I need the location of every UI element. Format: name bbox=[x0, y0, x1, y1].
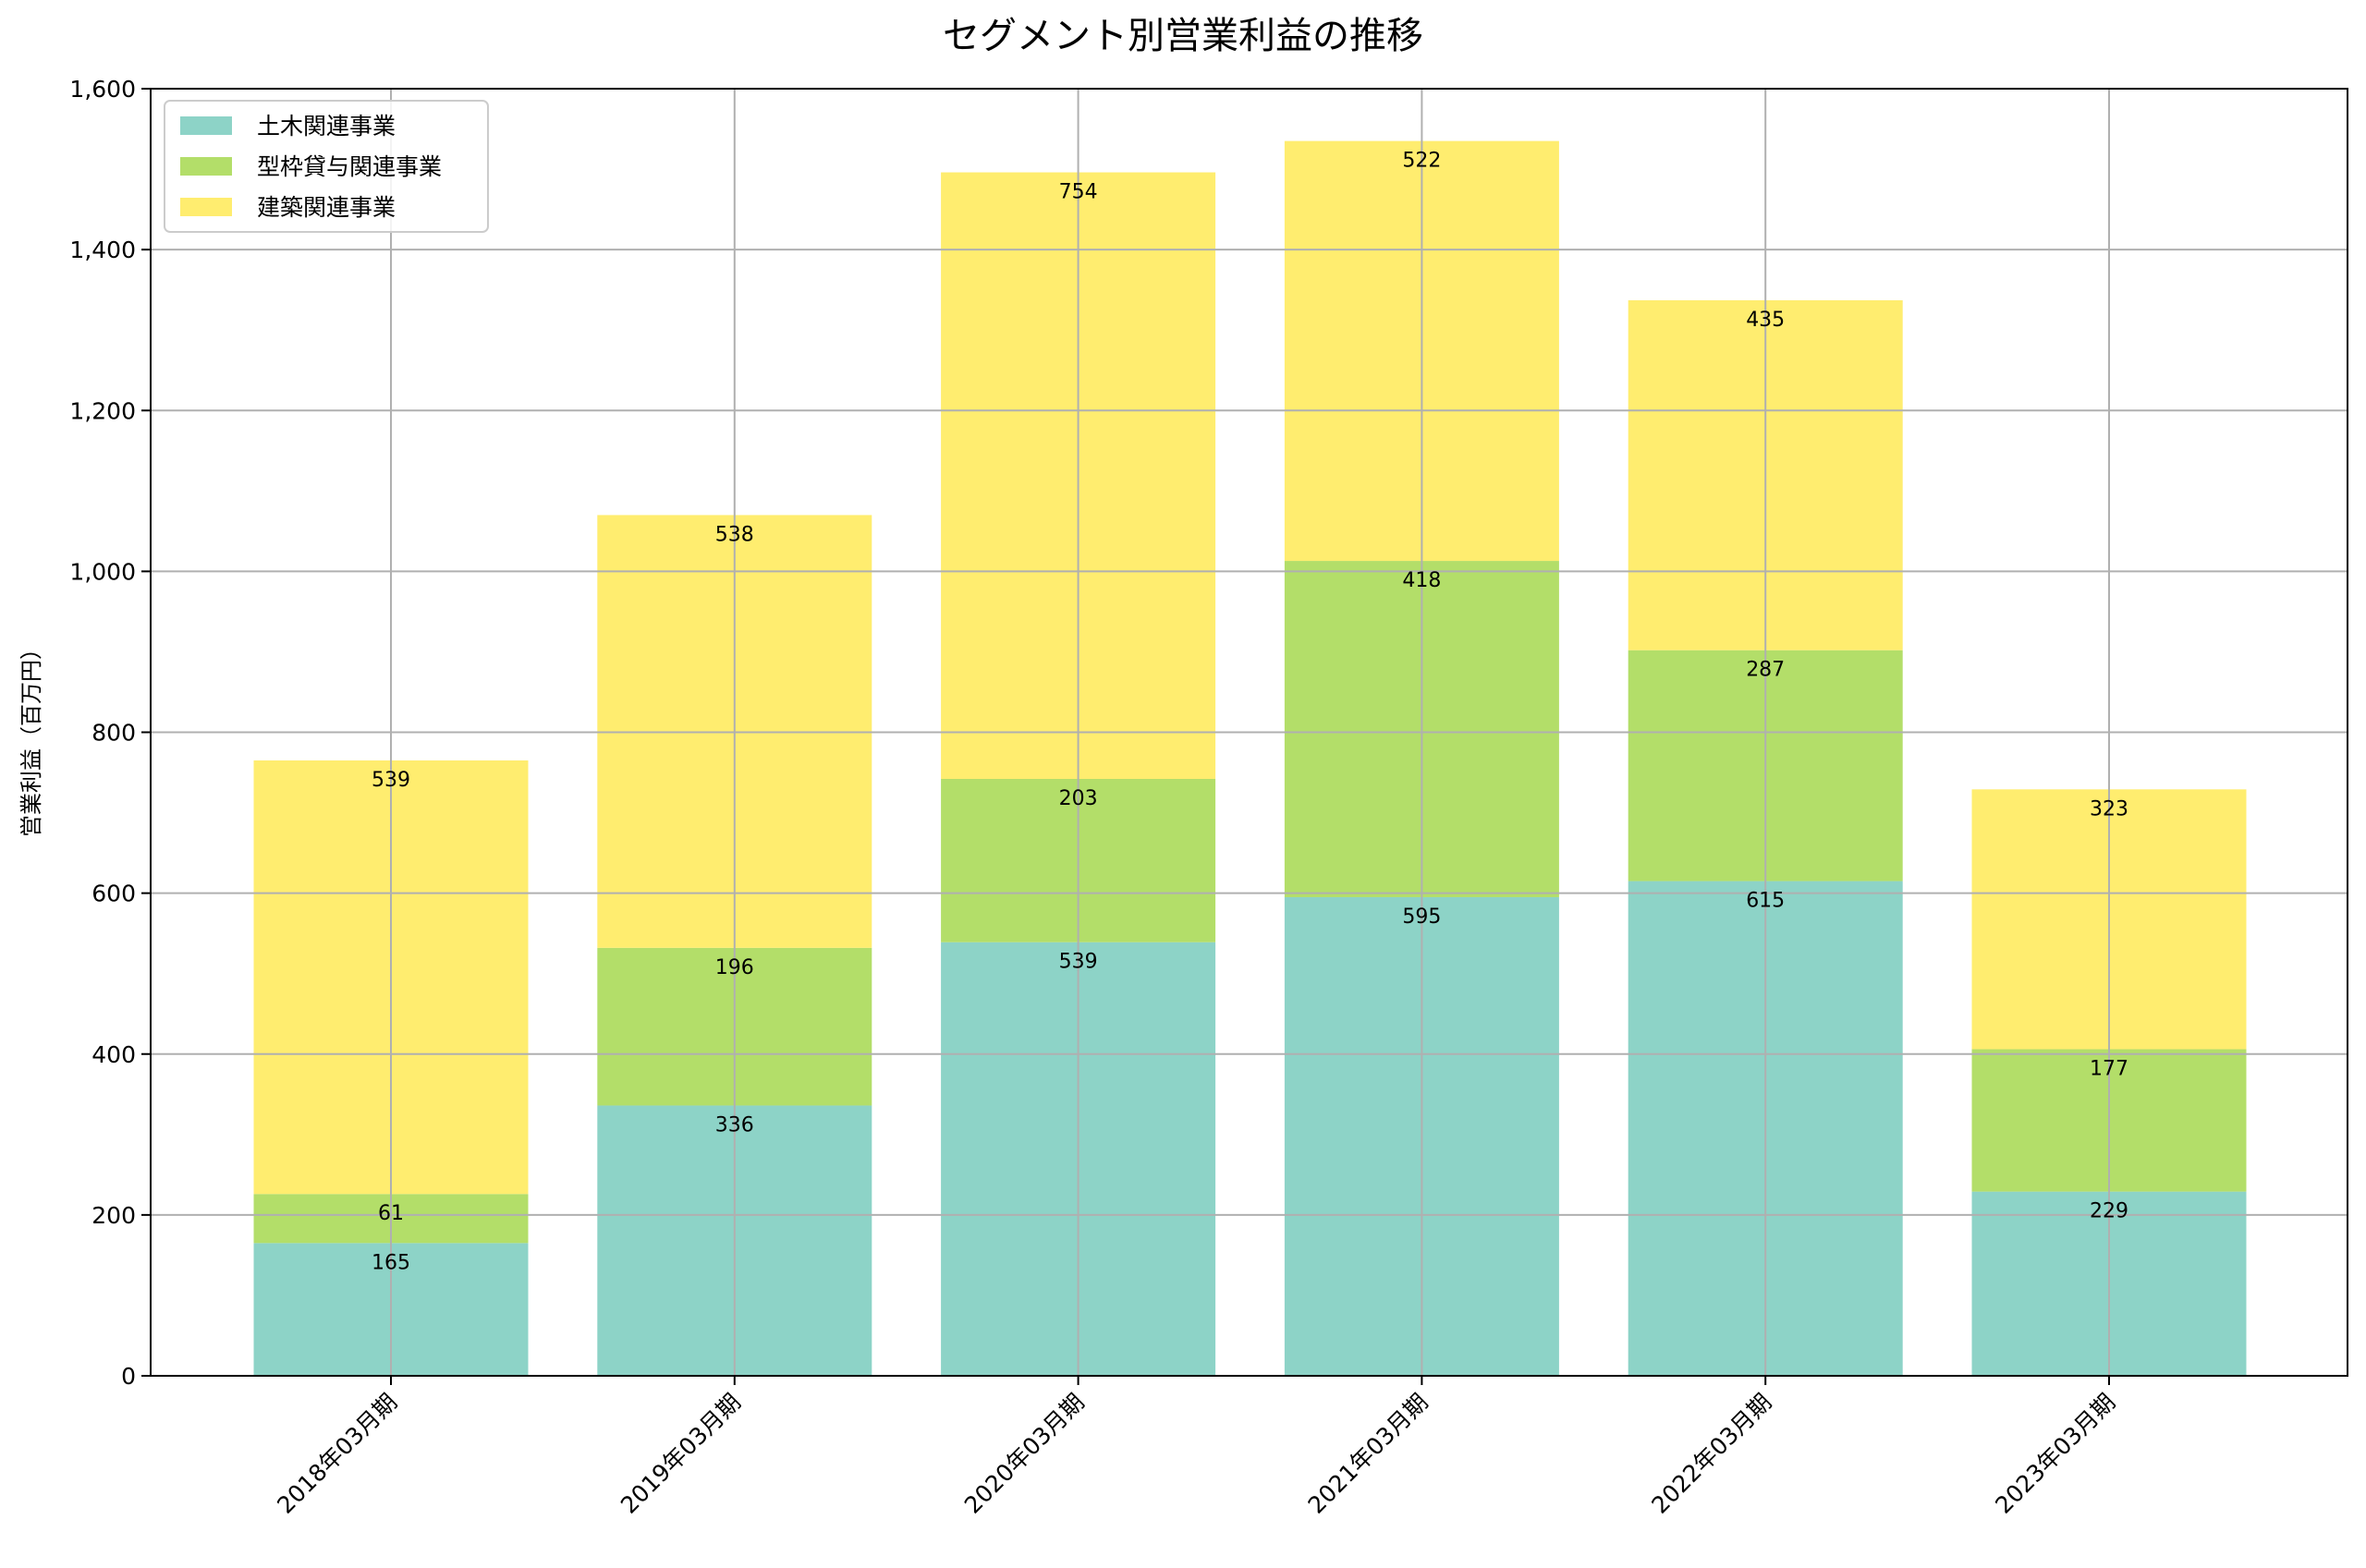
data-label-2-1: 61 bbox=[378, 1202, 404, 1225]
data-label-2-5: 287 bbox=[1746, 659, 1785, 682]
data-label-1-1: 165 bbox=[372, 1251, 410, 1274]
data-label-1-4: 595 bbox=[1402, 906, 1441, 929]
grid-lines bbox=[151, 88, 2348, 1377]
chart-title: セグメント別営業利益の推移 bbox=[943, 15, 1423, 57]
data-labels: 165 61 539 336 196 538 539 203 754 595 418 522 615 28… bbox=[372, 150, 2128, 1275]
data-label-1-3: 539 bbox=[1059, 951, 1098, 974]
legend-label-3: 建築関連事業 bbox=[257, 194, 396, 221]
y-tick-label-0: 0 bbox=[121, 1363, 136, 1390]
data-label-3-4: 522 bbox=[1402, 150, 1441, 173]
y-tick-label-2: 400 bbox=[91, 1041, 136, 1068]
data-label-3-6: 323 bbox=[2090, 797, 2128, 820]
data-label-1-2: 336 bbox=[715, 1113, 754, 1136]
data-label-2-4: 418 bbox=[1402, 569, 1441, 592]
y-axis-label: 営業利益（百万円） bbox=[18, 638, 44, 837]
data-label-1-6: 229 bbox=[2090, 1200, 2128, 1223]
legend-swatch-3 bbox=[180, 198, 232, 216]
legend-label-2: 型枠貸与関連事業 bbox=[257, 153, 442, 180]
data-label-3-2: 538 bbox=[715, 523, 754, 546]
data-label-2-2: 196 bbox=[715, 956, 754, 979]
legend-swatch-2 bbox=[180, 157, 232, 176]
data-label-1-5: 615 bbox=[1746, 890, 1785, 913]
legend-box bbox=[164, 100, 489, 233]
data-label-3-1: 539 bbox=[372, 769, 410, 792]
y-tick-label-6: 1,200 bbox=[69, 397, 136, 424]
y-tick-label-8: 1,600 bbox=[69, 76, 136, 103]
legend-label-1: 土木関連事業 bbox=[257, 113, 396, 140]
data-label-2-6: 177 bbox=[2090, 1058, 2128, 1081]
legend-swatch-1 bbox=[180, 116, 232, 135]
data-label-3-5: 435 bbox=[1746, 309, 1785, 332]
y-tick-label-3: 600 bbox=[91, 881, 136, 907]
y-tick-label-5: 1,000 bbox=[69, 558, 136, 585]
data-label-3-3: 754 bbox=[1059, 181, 1098, 204]
data-label-2-3: 203 bbox=[1059, 787, 1098, 810]
y-tick-label-7: 1,400 bbox=[69, 237, 136, 263]
y-tick-label-1: 200 bbox=[91, 1202, 136, 1229]
y-tick-label-4: 800 bbox=[91, 720, 136, 747]
